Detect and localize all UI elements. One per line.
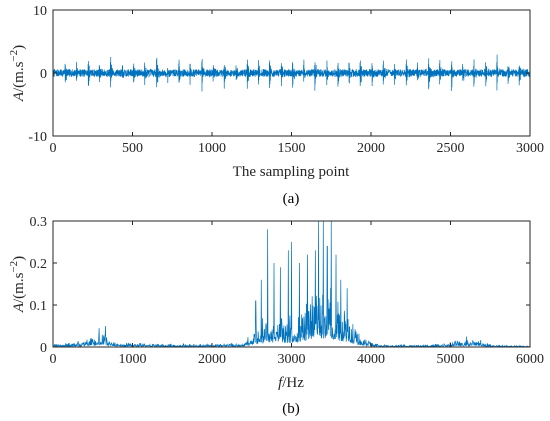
panel-a-y-ticks: -10 0 10: [28, 4, 530, 145]
panel-a-x-tick-label: 1000: [198, 141, 226, 156]
panel-a-signal-line: [52, 54, 531, 92]
panel-a-x-axis-label: The sampling point: [233, 164, 350, 180]
panel-b-x-tick-label: 2000: [198, 352, 226, 367]
panel-b-y-tick-label: 0: [40, 341, 47, 356]
panel-b-x-tick-label: 4000: [357, 352, 385, 367]
panel-b-y-axis-label: A/(m.s−2): [8, 256, 27, 313]
panel-b-y-tick-label: 0.1: [30, 299, 48, 314]
panel-b-x-tick-label: 6000: [516, 352, 544, 367]
panel-a-x-tick-label: 500: [122, 141, 143, 156]
panel-a-x-ticks: 0 500 1000 1500 2000 2500 3000: [50, 10, 544, 156]
panel-a-y-tick-label: 10: [33, 4, 47, 19]
panel-a-x-tick-label: 2500: [437, 141, 465, 156]
panel-a-y-axis-label: A/(m.s−2): [8, 45, 27, 102]
panel-b-x-tick-label: 1000: [119, 352, 147, 367]
panel-a-y-tick-label: -10: [28, 130, 47, 145]
panel-b-y-tick-label: 0.3: [30, 215, 48, 230]
panel-a-x-tick-label: 1500: [278, 141, 306, 156]
panel-b: 0 1000 2000 3000 4000 5000 6000 0 0.1 0.2 0.3 f/H…: [8, 215, 544, 417]
panel-a-x-tick-label: 3000: [516, 141, 544, 156]
panel-a-x-tick-label: 0: [50, 141, 57, 156]
panel-a-y-tick-label: 0: [40, 67, 47, 82]
panel-b-x-tick-label: 3000: [278, 352, 306, 367]
panel-b-x-axis-label: f/Hz: [278, 375, 304, 391]
panel-b-y-tick-label: 0.2: [30, 257, 48, 272]
panel-b-x-ticks: 0 1000 2000 3000 4000 5000 6000: [50, 221, 544, 367]
panel-a-x-tick-label: 2000: [357, 141, 385, 156]
panel-b-spectrum-line: [52, 220, 531, 348]
panel-b-caption: (b): [282, 401, 300, 417]
panel-b-x-tick-label: 0: [50, 352, 57, 367]
panel-a-caption: (a): [283, 191, 300, 207]
panel-b-x-tick-label: 5000: [437, 352, 465, 367]
panel-b-y-ticks: 0 0.1 0.2 0.3: [30, 215, 530, 356]
